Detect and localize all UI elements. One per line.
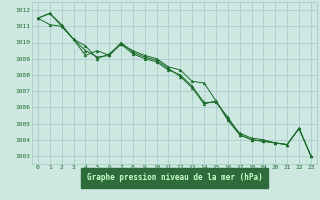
X-axis label: Graphe pression niveau de la mer (hPa): Graphe pression niveau de la mer (hPa) (86, 173, 262, 182)
